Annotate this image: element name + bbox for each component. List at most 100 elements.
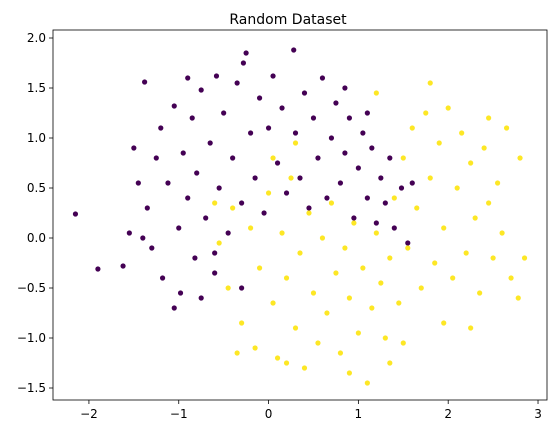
scatter-point-series-2 bbox=[364, 380, 370, 386]
scatter-point-series-2 bbox=[319, 235, 326, 241]
y-tick-label: 1.0 bbox=[27, 131, 46, 145]
scatter-point-series-1 bbox=[212, 250, 218, 256]
scatter-point-series-1 bbox=[324, 195, 330, 201]
scatter-point-series-1 bbox=[301, 90, 308, 96]
scatter-point-series-2 bbox=[418, 285, 424, 291]
scatter-point-series-1 bbox=[135, 180, 141, 186]
scatter-point-series-2 bbox=[306, 210, 312, 216]
x-tick-label: 1 bbox=[355, 407, 363, 421]
scatter-point-series-1 bbox=[185, 75, 191, 81]
scatter-point-series-1 bbox=[265, 125, 272, 131]
scatter-point-series-1 bbox=[310, 115, 317, 121]
scatter-point-series-2 bbox=[216, 240, 222, 246]
scatter-point-series-1 bbox=[239, 200, 245, 206]
scatter-point-series-2 bbox=[382, 335, 388, 341]
scatter-point-series-2 bbox=[328, 200, 335, 206]
scatter-point-series-1 bbox=[346, 115, 352, 121]
scatter-point-series-1 bbox=[342, 85, 348, 91]
scatter-point-series-2 bbox=[427, 175, 433, 181]
scatter-point-series-2 bbox=[515, 295, 521, 301]
scatter-point-series-1 bbox=[405, 240, 411, 246]
scatter-point-series-2 bbox=[400, 155, 406, 161]
scatter-point-series-2 bbox=[342, 245, 348, 251]
scatter-point-series-1 bbox=[409, 180, 415, 186]
scatter-point-series-1 bbox=[387, 155, 393, 161]
x-tick-label: −2 bbox=[80, 407, 98, 421]
scatter-point-series-2 bbox=[283, 360, 290, 366]
scatter-point-series-1 bbox=[176, 225, 182, 231]
scatter-point-series-1 bbox=[171, 103, 177, 109]
scatter-point-series-1 bbox=[213, 73, 220, 79]
scatter-point-series-1 bbox=[391, 225, 397, 231]
scatter-point-series-2 bbox=[517, 155, 523, 161]
scatter-point-series-2 bbox=[468, 325, 474, 331]
scatter-point-series-2 bbox=[283, 275, 290, 281]
scatter-point-series-2 bbox=[270, 300, 276, 306]
scatter-point-series-1 bbox=[194, 170, 200, 176]
scatter-point-series-1 bbox=[351, 215, 357, 221]
scatter-point-series-1 bbox=[270, 73, 276, 79]
scatter-point-series-2 bbox=[279, 230, 285, 236]
scatter-point-series-1 bbox=[234, 80, 240, 86]
scatter-point-series-2 bbox=[427, 80, 433, 86]
scatter-point-series-1 bbox=[243, 50, 249, 56]
scatter-point-series-2 bbox=[400, 340, 406, 346]
scatter-point-series-2 bbox=[521, 255, 528, 261]
scatter-point-series-2 bbox=[297, 250, 303, 256]
scatter-point-series-1 bbox=[315, 155, 321, 161]
scatter-point-series-1 bbox=[261, 210, 267, 216]
scatter-point-series-1 bbox=[185, 195, 191, 201]
scatter-point-series-1 bbox=[189, 115, 195, 121]
scatter-point-series-2 bbox=[396, 300, 402, 306]
scatter-point-series-1 bbox=[239, 285, 245, 291]
chart-title: Random Dataset bbox=[229, 12, 347, 28]
scatter-point-series-1 bbox=[153, 155, 159, 161]
scatter-point-series-1 bbox=[198, 295, 204, 301]
scatter-point-series-1 bbox=[378, 175, 384, 181]
scatter-point-series-2 bbox=[503, 125, 510, 131]
scatter-point-series-1 bbox=[292, 130, 299, 136]
scatter-point-series-2 bbox=[432, 260, 438, 266]
scatter-point-series-1 bbox=[159, 275, 166, 281]
scatter-point-series-1 bbox=[177, 290, 184, 296]
y-tick-label: −1.0 bbox=[17, 331, 46, 345]
y-axis: −1.5 −1.0 −0.5 0.0 0.5 1.0 1.5 2.0 bbox=[17, 31, 53, 395]
scatter-point-series-2 bbox=[239, 320, 245, 326]
x-axis: −2 −1 0 1 2 3 bbox=[80, 400, 542, 421]
scatter-point-series-2 bbox=[315, 340, 321, 346]
scatter-point-series-2 bbox=[265, 190, 272, 196]
scatter-point-series-1 bbox=[149, 245, 155, 251]
scatter-point-series-1 bbox=[95, 266, 101, 272]
scatter-point-series-2 bbox=[499, 230, 505, 236]
scatter-point-series-1 bbox=[225, 230, 231, 236]
scatter-point-series-2 bbox=[256, 265, 263, 271]
x-tick-label: 3 bbox=[534, 407, 542, 421]
plot-frame bbox=[52, 29, 548, 401]
scatter-point-series-1 bbox=[337, 180, 344, 186]
scatter-point-series-2 bbox=[472, 215, 478, 221]
scatter-point-series-2 bbox=[450, 275, 456, 281]
x-tick-label: −1 bbox=[170, 407, 188, 421]
y-tick-label: −0.5 bbox=[17, 281, 46, 295]
scatter-point-series-2 bbox=[414, 205, 420, 211]
plot-marks bbox=[72, 47, 528, 386]
scatter-point-series-2 bbox=[445, 105, 451, 111]
scatter-point-series-1 bbox=[131, 145, 137, 151]
scatter-point-series-2 bbox=[252, 345, 258, 351]
scatter-point-series-2 bbox=[490, 255, 496, 261]
scatter-point-series-1 bbox=[306, 205, 312, 211]
scatter-point-series-1 bbox=[230, 155, 236, 161]
scatter-point-series-2 bbox=[292, 325, 299, 331]
scatter-point-series-2 bbox=[248, 225, 254, 231]
scatter-point-series-2 bbox=[391, 195, 397, 201]
scatter-point-series-2 bbox=[405, 245, 411, 251]
scatter-point-series-1 bbox=[369, 145, 375, 151]
scatter-point-series-2 bbox=[409, 125, 415, 131]
scatter-point-series-2 bbox=[346, 370, 352, 376]
scatter-point-series-2 bbox=[292, 140, 299, 146]
scatter-point-series-1 bbox=[165, 180, 171, 186]
scatter-point-series-1 bbox=[158, 125, 164, 131]
y-tick-label: 0.5 bbox=[27, 181, 46, 195]
scatter-point-series-2 bbox=[477, 290, 483, 296]
